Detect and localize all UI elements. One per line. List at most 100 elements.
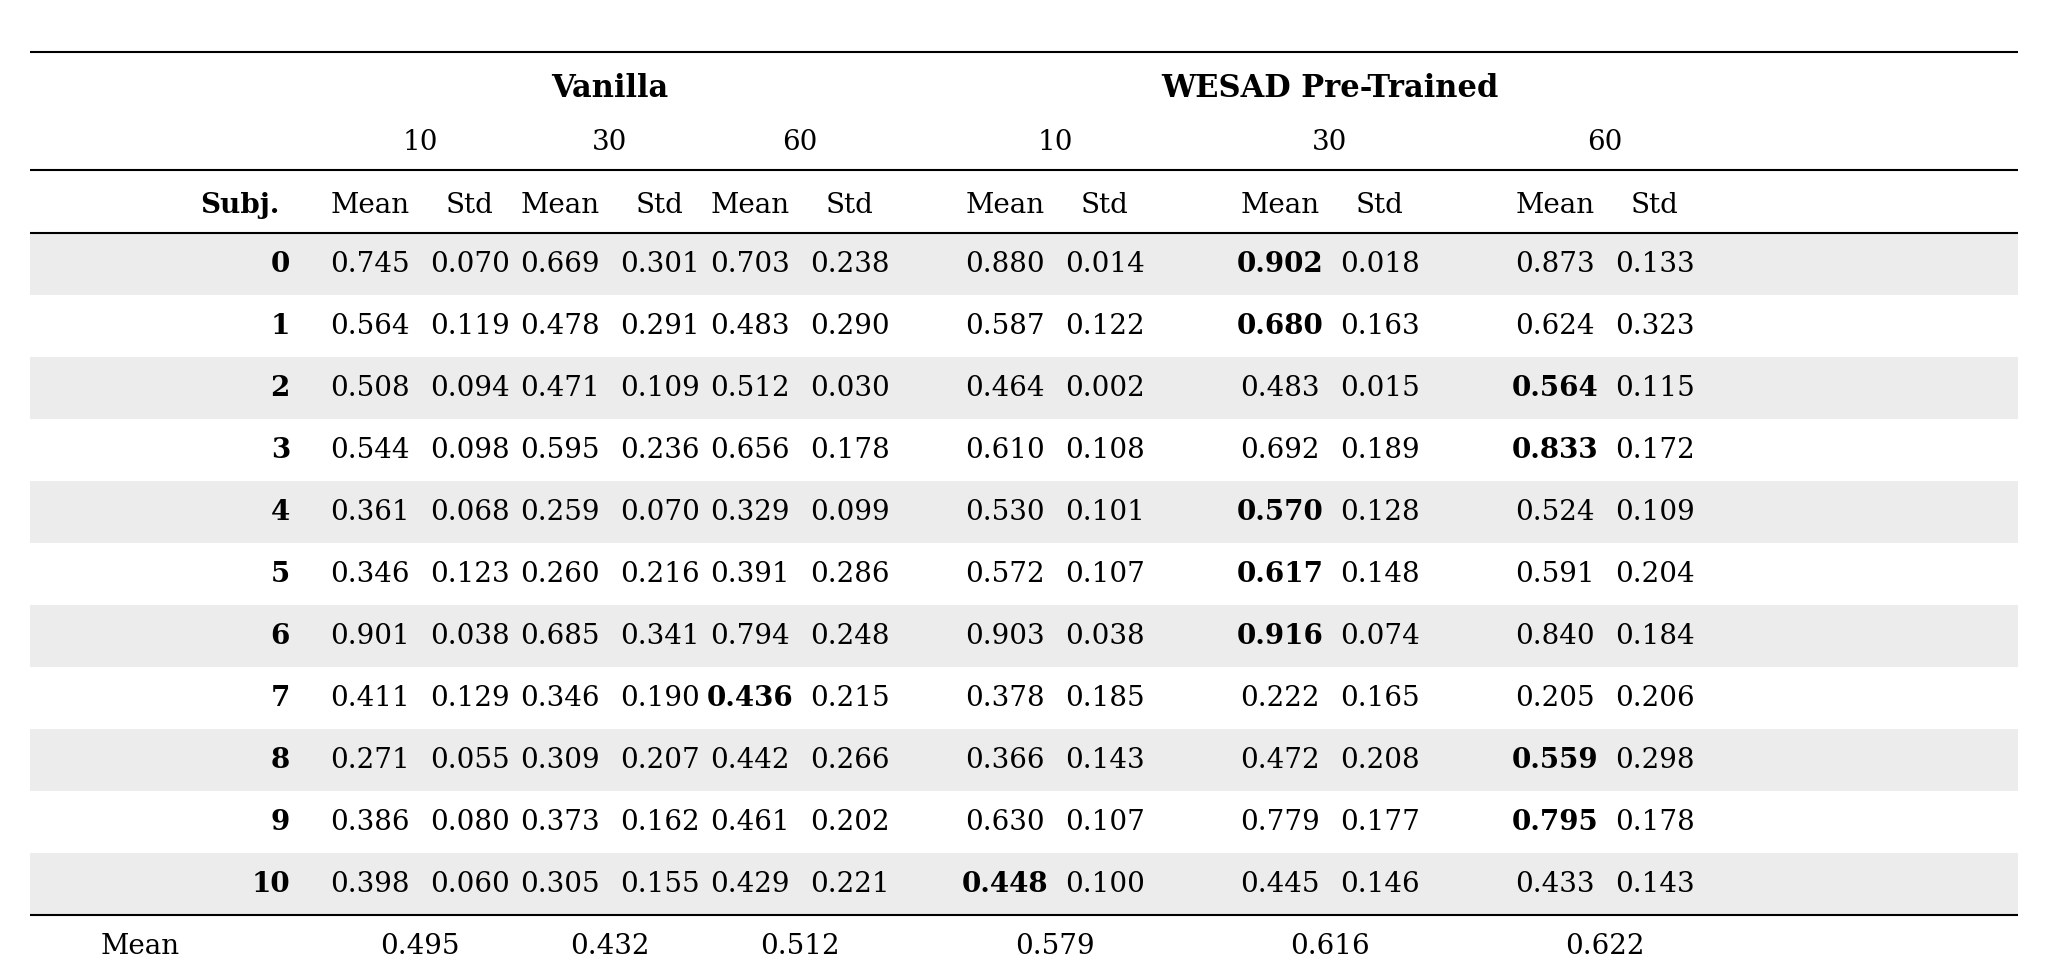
Text: 60: 60 xyxy=(1587,128,1622,155)
Text: Std: Std xyxy=(825,192,874,219)
Text: 30: 30 xyxy=(1313,128,1348,155)
Text: 0.030: 0.030 xyxy=(811,375,891,402)
Text: 10: 10 xyxy=(401,128,438,155)
Text: 0.512: 0.512 xyxy=(760,932,840,959)
Text: 0.070: 0.070 xyxy=(621,499,700,526)
Text: 0.461: 0.461 xyxy=(711,809,791,836)
Text: 0.669: 0.669 xyxy=(520,250,600,277)
Text: 0.133: 0.133 xyxy=(1616,250,1696,277)
Text: Mean: Mean xyxy=(711,192,791,219)
Text: 0.038: 0.038 xyxy=(1065,622,1145,649)
Text: 0.271: 0.271 xyxy=(330,746,410,773)
Text: 0.143: 0.143 xyxy=(1616,871,1696,898)
Text: 0.060: 0.060 xyxy=(430,871,510,898)
Bar xyxy=(31,357,2017,419)
Text: Std: Std xyxy=(1356,192,1405,219)
Text: 60: 60 xyxy=(782,128,817,155)
Text: 0.185: 0.185 xyxy=(1065,685,1145,712)
Text: 0.624: 0.624 xyxy=(1516,313,1595,340)
Text: 3: 3 xyxy=(270,436,291,463)
Text: 0.178: 0.178 xyxy=(811,436,891,463)
Text: 0.172: 0.172 xyxy=(1616,436,1696,463)
Text: 0.391: 0.391 xyxy=(711,560,791,587)
Text: 0.703: 0.703 xyxy=(711,250,791,277)
Text: 0.055: 0.055 xyxy=(430,746,510,773)
Text: 0.309: 0.309 xyxy=(520,746,600,773)
Text: 0.572: 0.572 xyxy=(965,560,1044,587)
Text: 0.432: 0.432 xyxy=(569,932,649,959)
Text: 0.903: 0.903 xyxy=(965,622,1044,649)
Text: 6: 6 xyxy=(270,622,291,649)
Text: 0.128: 0.128 xyxy=(1339,499,1419,526)
Text: 0.840: 0.840 xyxy=(1516,622,1595,649)
Text: 0.109: 0.109 xyxy=(1616,499,1696,526)
Text: 0.386: 0.386 xyxy=(330,809,410,836)
Text: Mean: Mean xyxy=(965,192,1044,219)
Text: 0.015: 0.015 xyxy=(1339,375,1419,402)
Text: 0.591: 0.591 xyxy=(1516,560,1595,587)
Text: 0.745: 0.745 xyxy=(330,250,410,277)
Text: 0.143: 0.143 xyxy=(1065,746,1145,773)
Text: 0.559: 0.559 xyxy=(1511,746,1597,773)
Text: 0.478: 0.478 xyxy=(520,313,600,340)
Text: 0.323: 0.323 xyxy=(1616,313,1696,340)
Text: 0.123: 0.123 xyxy=(430,560,510,587)
Text: 0.014: 0.014 xyxy=(1065,250,1145,277)
Text: Mean: Mean xyxy=(1516,192,1595,219)
Text: 10: 10 xyxy=(1036,128,1073,155)
Text: Mean: Mean xyxy=(330,192,410,219)
Text: 1: 1 xyxy=(270,313,291,340)
Bar xyxy=(31,233,2017,295)
Text: 0.433: 0.433 xyxy=(1516,871,1595,898)
Text: Std: Std xyxy=(1630,192,1679,219)
Text: Subj.: Subj. xyxy=(201,192,281,219)
Text: 0.346: 0.346 xyxy=(520,685,600,712)
Text: 0.074: 0.074 xyxy=(1339,622,1419,649)
Text: 0.208: 0.208 xyxy=(1339,746,1419,773)
Text: Mean: Mean xyxy=(520,192,600,219)
Text: 0.630: 0.630 xyxy=(965,809,1044,836)
Text: 0.901: 0.901 xyxy=(330,622,410,649)
Text: 0.471: 0.471 xyxy=(520,375,600,402)
Text: 0.018: 0.018 xyxy=(1339,250,1419,277)
Text: 0.298: 0.298 xyxy=(1616,746,1696,773)
Text: 8: 8 xyxy=(270,746,291,773)
Bar xyxy=(31,729,2017,791)
Text: 0.512: 0.512 xyxy=(711,375,791,402)
Text: 5: 5 xyxy=(270,560,291,587)
Text: 0.622: 0.622 xyxy=(1565,932,1645,959)
Text: 0.215: 0.215 xyxy=(811,685,889,712)
Text: 0.616: 0.616 xyxy=(1290,932,1370,959)
Text: 0.305: 0.305 xyxy=(520,871,600,898)
Text: 0.115: 0.115 xyxy=(1616,375,1696,402)
Text: 0.155: 0.155 xyxy=(621,871,700,898)
Text: 0.448: 0.448 xyxy=(963,871,1049,898)
Text: 0.184: 0.184 xyxy=(1616,622,1696,649)
Text: Std: Std xyxy=(637,192,684,219)
Text: Mean: Mean xyxy=(1241,192,1319,219)
Bar xyxy=(31,605,2017,667)
Text: 0.068: 0.068 xyxy=(430,499,510,526)
Text: 0.259: 0.259 xyxy=(520,499,600,526)
Text: 0.177: 0.177 xyxy=(1339,809,1419,836)
Text: 0.530: 0.530 xyxy=(965,499,1044,526)
Text: 0.148: 0.148 xyxy=(1339,560,1419,587)
Text: 0.221: 0.221 xyxy=(811,871,889,898)
Text: 0.685: 0.685 xyxy=(520,622,600,649)
Text: 0.266: 0.266 xyxy=(811,746,889,773)
Text: 0.129: 0.129 xyxy=(430,685,510,712)
Text: 0.162: 0.162 xyxy=(621,809,700,836)
Text: 0.544: 0.544 xyxy=(330,436,410,463)
Text: 0.564: 0.564 xyxy=(1511,375,1597,402)
Text: 0.216: 0.216 xyxy=(621,560,700,587)
Text: WESAD Pre-Trained: WESAD Pre-Trained xyxy=(1161,72,1499,103)
Text: 0.341: 0.341 xyxy=(621,622,700,649)
Text: 0.190: 0.190 xyxy=(621,685,700,712)
Text: 0.100: 0.100 xyxy=(1065,871,1145,898)
Text: 0.119: 0.119 xyxy=(430,313,510,340)
Text: 0.080: 0.080 xyxy=(430,809,510,836)
Text: 0.680: 0.680 xyxy=(1237,313,1323,340)
Text: 0.301: 0.301 xyxy=(621,250,700,277)
Text: 0.107: 0.107 xyxy=(1065,560,1145,587)
Text: 0.346: 0.346 xyxy=(330,560,410,587)
